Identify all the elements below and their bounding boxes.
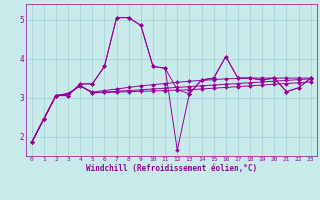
X-axis label: Windchill (Refroidissement éolien,°C): Windchill (Refroidissement éolien,°C) [86, 164, 257, 173]
